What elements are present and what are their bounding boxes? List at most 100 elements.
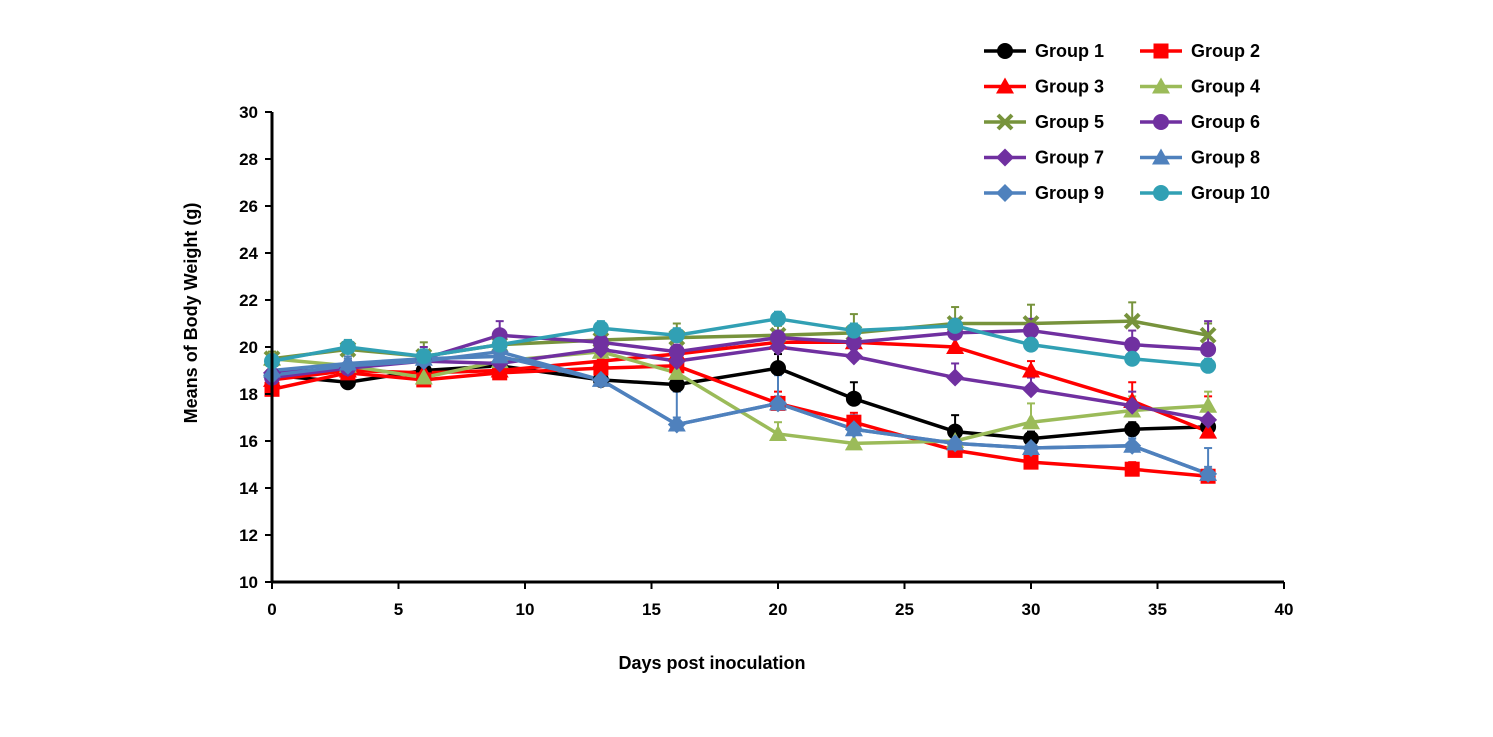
y-tick-label: 26 — [239, 197, 258, 216]
group-4-point — [844, 434, 863, 451]
legend-label: Group 3 — [1035, 77, 1104, 97]
legend-item-group-10: Group 10 — [1140, 183, 1270, 203]
group-6-point — [1023, 322, 1039, 339]
group-10-point — [947, 317, 964, 334]
group-9-point — [1199, 464, 1218, 483]
group-10-point — [491, 336, 508, 353]
group-7-point — [769, 338, 787, 356]
group-10-point — [668, 327, 685, 344]
group-7-point — [844, 347, 863, 366]
group-9-point — [1022, 439, 1040, 458]
group-3-point — [1199, 422, 1218, 439]
series-lines — [271, 317, 1209, 478]
group-10-point — [1200, 357, 1217, 374]
group-4-point — [1199, 396, 1218, 413]
group-9-point — [946, 434, 965, 453]
legend-label: Group 2 — [1191, 41, 1260, 61]
group-10-point — [770, 310, 786, 327]
x-tick-label: 5 — [394, 600, 403, 619]
series-markers — [263, 310, 1218, 484]
group-5-point — [1123, 312, 1141, 330]
group-10-point — [339, 339, 356, 355]
x-tick-label: 0 — [267, 600, 276, 619]
group-3-point — [591, 352, 610, 369]
group-1-point — [770, 360, 786, 377]
group-9-point — [591, 370, 610, 389]
x-axis-ticks: 0 5 10 15 20 25 30 35 40 — [267, 582, 1293, 619]
legend-label: Group 9 — [1035, 183, 1104, 203]
group-1-point — [668, 376, 685, 393]
group-2-point — [1023, 454, 1039, 470]
legend-swatch-marker — [1152, 77, 1170, 94]
legend-swatch-marker — [997, 43, 1013, 59]
legend-swatch-marker — [1152, 148, 1170, 165]
group-3-line — [271, 340, 1209, 434]
group-9-point — [1123, 436, 1142, 455]
x-axis-title: Days post inoculation — [618, 653, 805, 673]
group-4-point — [667, 363, 686, 380]
legend-item-group-6: Group 6 — [1140, 112, 1260, 132]
group-10-point — [415, 348, 432, 365]
group-7-point — [946, 368, 965, 387]
group-1-point — [1124, 421, 1141, 438]
group-6-point — [770, 329, 786, 346]
x-tick-label: 30 — [1022, 600, 1041, 619]
legend-label: Group 1 — [1035, 41, 1104, 61]
y-tick-label: 10 — [239, 573, 258, 592]
legend-label: Group 7 — [1035, 148, 1104, 168]
x-tick-label: 35 — [1148, 600, 1167, 619]
y-tick-label: 24 — [239, 244, 258, 263]
group-10-point — [592, 320, 609, 337]
legend-label: Group 10 — [1191, 183, 1270, 203]
group-7-point — [1022, 380, 1040, 399]
x-tick-label: 25 — [895, 600, 914, 619]
group-1-point — [845, 390, 862, 407]
y-tick-label: 20 — [239, 338, 258, 357]
group-2-line — [271, 364, 1209, 478]
legend-label: Group 4 — [1191, 77, 1260, 97]
legend-swatch-marker — [1153, 43, 1169, 59]
group-9-point — [844, 420, 863, 439]
group-2-point — [1124, 461, 1140, 477]
legend-swatch-marker — [996, 113, 1014, 131]
group-10-point — [845, 322, 862, 339]
group-9-point — [667, 415, 686, 434]
group-4-line — [271, 349, 1209, 446]
group-1-point — [947, 423, 964, 440]
group-7-point — [591, 340, 610, 359]
legend-swatch-marker — [1153, 114, 1169, 130]
legend-item-group-9: Group 9 — [984, 183, 1104, 203]
legend-swatch-marker — [996, 184, 1014, 202]
group-5-point — [1199, 326, 1217, 344]
legend-item-group-5: Group 5 — [984, 112, 1104, 132]
legend-label: Group 8 — [1191, 148, 1260, 168]
legend-swatch-marker — [1153, 185, 1169, 201]
y-tick-label: 16 — [239, 432, 258, 451]
y-axis-title: Means of Body Weight (g) — [181, 203, 201, 424]
legend-item-group-1: Group 1 — [984, 41, 1104, 61]
legend: Group 1 Group 2 Group 3 Group 4 Group 5 Group… — [984, 41, 1270, 203]
group-10-point — [1124, 350, 1141, 367]
legend-swatch-marker — [996, 77, 1014, 94]
y-tick-label: 12 — [239, 526, 258, 545]
group-9-point — [338, 356, 357, 375]
y-tick-label: 14 — [239, 479, 258, 498]
group-3-point — [946, 338, 965, 354]
y-tick-label: 30 — [239, 103, 258, 122]
group-4-point — [414, 368, 433, 385]
group-4-point — [769, 424, 787, 441]
legend-label: Group 5 — [1035, 112, 1104, 132]
legend-label: Group 6 — [1191, 112, 1260, 132]
x-tick-label: 15 — [642, 600, 661, 619]
x-tick-label: 20 — [769, 600, 788, 619]
x-tick-label: 40 — [1275, 600, 1294, 619]
x-tick-label: 10 — [516, 600, 535, 619]
group-9-line — [271, 349, 1209, 476]
group-10-point — [1023, 336, 1039, 353]
group-7-point — [1199, 410, 1218, 429]
group-7-point — [1123, 396, 1142, 415]
group-4-point — [1022, 413, 1040, 430]
legend-item-group-4: Group 4 — [1140, 77, 1260, 97]
group-9-point — [769, 394, 787, 413]
